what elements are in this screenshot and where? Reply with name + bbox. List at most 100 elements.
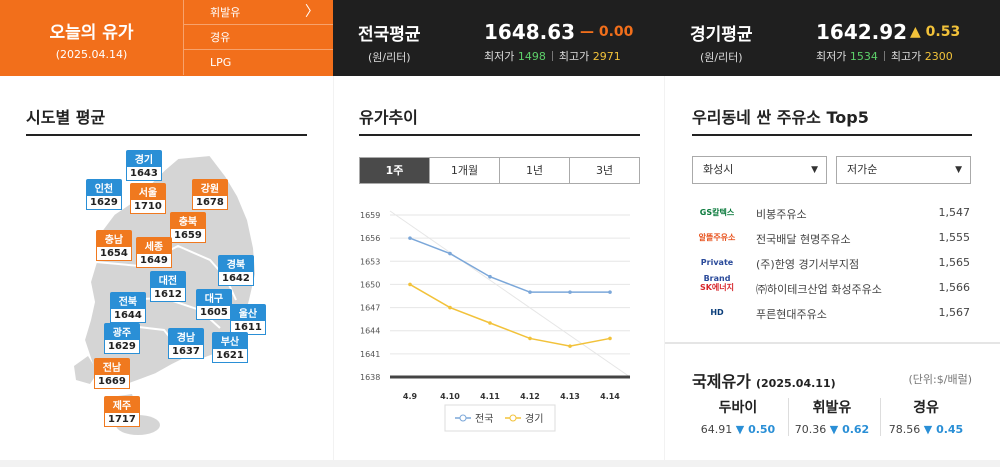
- brand-logo-icon: Private Brand: [700, 258, 734, 283]
- intl-dubai: 두바이 64.91 ▼ 0.50: [700, 400, 776, 436]
- data-point: [568, 290, 572, 294]
- sort-select[interactable]: 저가순 ▼: [836, 156, 971, 184]
- y-tick-label: 1647: [360, 304, 380, 313]
- y-tick-label: 1656: [360, 234, 380, 243]
- region-price: 1649: [136, 254, 172, 268]
- station-price: 1,567: [938, 306, 971, 319]
- x-tick-label: 4.12: [520, 392, 540, 401]
- region-name: 대구: [196, 289, 232, 306]
- data-point: [528, 336, 532, 341]
- region-busan[interactable]: 부산 1621: [212, 332, 248, 363]
- tab-1week[interactable]: 1주: [360, 158, 429, 183]
- region-price: 1717: [104, 413, 140, 427]
- region-chungnam[interactable]: 충남 1654: [96, 230, 132, 261]
- gyeonggi-label: 경기평균: [690, 25, 753, 45]
- intl-unit: (단위:$/배럴): [908, 373, 972, 386]
- intl-diesel: 경유 78.56 ▼ 0.45: [888, 400, 964, 436]
- region-name: 대전: [150, 271, 186, 288]
- data-point: [568, 344, 572, 348]
- region-select[interactable]: 화성시 ▼: [692, 156, 827, 184]
- region-price: 1621: [212, 349, 248, 363]
- region-name: 서울: [130, 183, 166, 200]
- region-name: 전북: [110, 292, 146, 309]
- data-point: [408, 282, 412, 287]
- region-price: 1669: [94, 375, 130, 389]
- x-tick-label: 4.10: [440, 392, 460, 401]
- region-incheon[interactable]: 인천 1629: [86, 179, 122, 210]
- data-point: [448, 305, 452, 310]
- region-gyeongbuk[interactable]: 경북 1642: [218, 255, 254, 286]
- national-change: — 0.00: [580, 24, 634, 40]
- station-row[interactable]: SK에너지 ㈜하이테크산업 화성주유소 1,566: [692, 276, 970, 301]
- region-name: 충북: [170, 212, 206, 229]
- region-jeonbuk[interactable]: 전북 1644: [110, 292, 146, 323]
- region-price: 1654: [96, 247, 132, 261]
- fuel-item-diesel[interactable]: 경유: [183, 25, 333, 50]
- region-gyeonggi[interactable]: 경기 1643: [126, 150, 162, 181]
- data-point: [528, 290, 532, 294]
- tab-1month[interactable]: 1개월: [429, 158, 499, 183]
- series-line-0: [409, 237, 610, 293]
- region-jeonnam[interactable]: 전남 1669: [94, 358, 130, 389]
- region-price: 1644: [110, 309, 146, 323]
- region-chungbuk[interactable]: 충북 1659: [170, 212, 206, 243]
- top-bar: 오늘의 유가 (2025.04.14) 휘발유 〉 경유 LPG 전국평균 (원/…: [0, 0, 1000, 76]
- region-name: 경기: [126, 150, 162, 167]
- brand-logo-icon: 알뜰주유소: [698, 233, 736, 242]
- today-date: (2025.04.14): [55, 48, 128, 61]
- station-price: 1,555: [938, 231, 971, 244]
- x-tick-label: 4.11: [480, 392, 500, 401]
- national-unit: (원/리터): [367, 51, 411, 64]
- legend-marker: [459, 414, 467, 422]
- chevron-right-icon: 〉: [305, 4, 319, 20]
- region-name: 강원: [192, 179, 228, 196]
- data-point: [488, 274, 492, 279]
- station-row[interactable]: HD 푸른현대주유소 1,567: [692, 301, 970, 326]
- national-min-max: 최저가 1498 최고가 2971: [484, 50, 621, 63]
- tab-3year[interactable]: 3년: [569, 158, 639, 183]
- region-jeju[interactable]: 제주 1717: [104, 396, 140, 427]
- station-name: ㈜하이테크산업 화성주유소: [756, 283, 882, 296]
- national-average: 전국평균 (원/리터) 1648.63 — 0.00 최저가 1498 최고가 2…: [336, 0, 666, 76]
- series-line-1: [409, 283, 611, 347]
- region-price: 1643: [126, 167, 162, 181]
- data-point: [488, 321, 492, 325]
- region-gyeongnam[interactable]: 경남 1637: [168, 328, 204, 359]
- brand-logo-icon: SK에너지: [699, 283, 735, 292]
- region-ulsan[interactable]: 울산 1611: [230, 304, 266, 335]
- region-seoul[interactable]: 서울 1710: [130, 183, 166, 214]
- y-tick-label: 1659: [360, 211, 380, 220]
- region-price: 1659: [170, 229, 206, 243]
- station-price: 1,566: [938, 281, 971, 294]
- data-point: [408, 236, 412, 240]
- gyeonggi-price: 1642.92: [816, 20, 908, 44]
- region-name: 광주: [104, 323, 140, 340]
- regional-title: 시도별 평균: [26, 108, 106, 127]
- gyeonggi-average: 경기평균 (원/리터) 1642.92 ▲ 0.53 최저가 1534 최고가 2…: [668, 0, 1000, 76]
- station-price: 1,565: [938, 256, 971, 269]
- legend-marker: [509, 414, 517, 422]
- gyeonggi-min-max: 최저가 1534 최고가 2300: [816, 50, 953, 63]
- dropdown-arrow-icon: ▼: [811, 165, 818, 175]
- region-price: 1642: [218, 272, 254, 286]
- region-daegu[interactable]: 대구 1605: [196, 289, 232, 320]
- region-name: 경남: [168, 328, 204, 345]
- station-row[interactable]: GS칼텍스 비봉주유소 1,547: [692, 201, 970, 226]
- data-point: [608, 290, 612, 294]
- region-gangwon[interactable]: 강원 1678: [192, 179, 228, 210]
- period-tabs: 1주 1개월 1년 3년: [359, 157, 640, 184]
- station-row[interactable]: 알뜰주유소 전국배달 현명주유소 1,555: [692, 226, 970, 251]
- region-name: 충남: [96, 230, 132, 247]
- station-row[interactable]: Private Brand (주)한영 경기서부지점 1,565: [692, 251, 971, 283]
- region-gwangju[interactable]: 광주 1629: [104, 323, 140, 354]
- fuel-item-gasoline[interactable]: 휘발유 〉: [183, 0, 333, 25]
- region-price: 1629: [86, 196, 122, 210]
- national-price: 1648.63: [484, 20, 576, 44]
- region-name: 인천: [86, 179, 122, 196]
- region-sejong[interactable]: 세종 1649: [136, 237, 172, 268]
- region-daejeon[interactable]: 대전 1612: [150, 271, 186, 302]
- tab-1year[interactable]: 1년: [499, 158, 569, 183]
- legend-label: 경기: [525, 412, 543, 425]
- fuel-item-lpg[interactable]: LPG: [183, 50, 333, 75]
- legend-label: 전국: [475, 413, 493, 425]
